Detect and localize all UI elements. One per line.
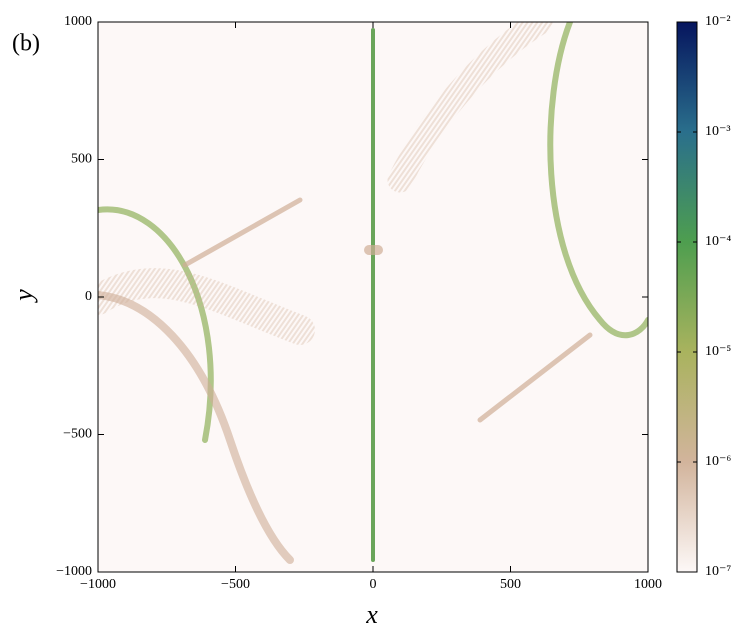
- x-tick-label: −500: [221, 577, 250, 592]
- x-tick-label: 500: [500, 577, 521, 592]
- y-tick-label: −500: [63, 427, 92, 442]
- x-axis-label: x: [365, 600, 378, 629]
- wave-front: [182, 197, 303, 268]
- wave-front: [98, 268, 315, 345]
- x-tick-label: 0: [370, 577, 377, 592]
- colorbar-tick-label: 10⁻²: [705, 14, 731, 29]
- y-tick-label: −1000: [56, 564, 92, 579]
- y-tick-label: 0: [85, 289, 92, 304]
- y-tick-label: 1000: [64, 14, 92, 29]
- colorbar-tick-label: 10⁻³: [705, 124, 731, 139]
- wave-front: [387, 22, 553, 193]
- colorbar-tick-label: 10⁻⁶: [705, 454, 731, 469]
- wave-front: [477, 332, 593, 423]
- x-tick-label: −1000: [80, 577, 116, 592]
- colorbar-tick-label: 10⁻⁷: [705, 564, 731, 579]
- panel-label: (b): [12, 31, 40, 57]
- heatmap-field: [98, 22, 648, 564]
- colorbar-tick-label: 10⁻⁴: [705, 234, 731, 249]
- wave-front: [98, 291, 294, 564]
- y-tick-label: 500: [71, 152, 92, 167]
- wave-front: [547, 22, 648, 339]
- colorbar-tick-label: 10⁻⁵: [705, 344, 731, 359]
- colorbar: [676, 21, 698, 573]
- y-axis-label: y: [9, 289, 38, 304]
- x-tick-label: 1000: [634, 577, 662, 592]
